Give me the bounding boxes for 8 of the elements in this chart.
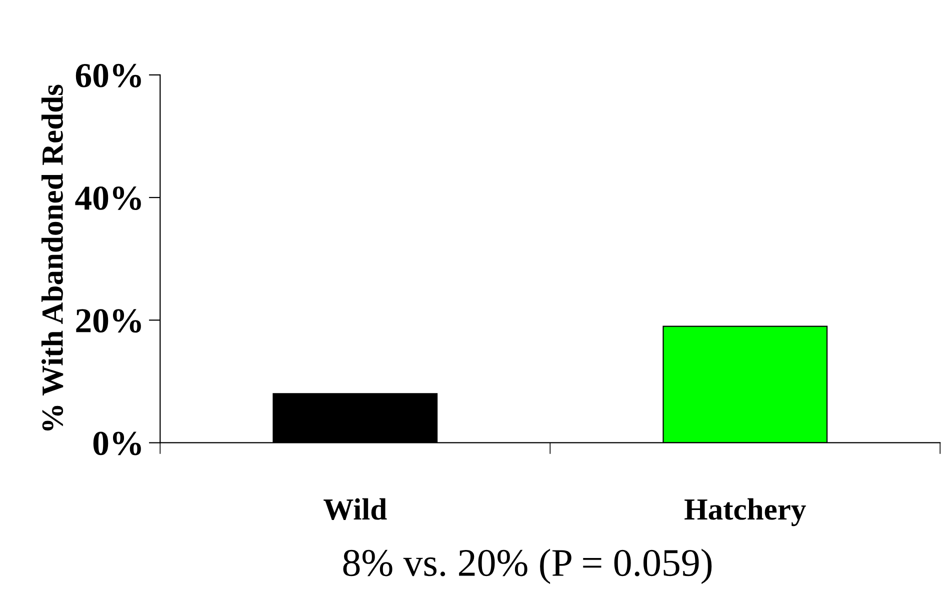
y-axis-title: % With Abandoned Redds: [41, 84, 64, 430]
y-tick-label: 20%: [76, 309, 141, 333]
y-tick-label: 60%: [76, 64, 141, 88]
y-tick-label: 0%: [93, 432, 141, 456]
x-tick-label: Wild: [324, 498, 387, 520]
y-tick-label: 40%: [75, 186, 141, 210]
x-tick-label: Hatchery: [684, 498, 806, 526]
text: 8% vs. 20% (P = 0.059): [343, 548, 712, 584]
